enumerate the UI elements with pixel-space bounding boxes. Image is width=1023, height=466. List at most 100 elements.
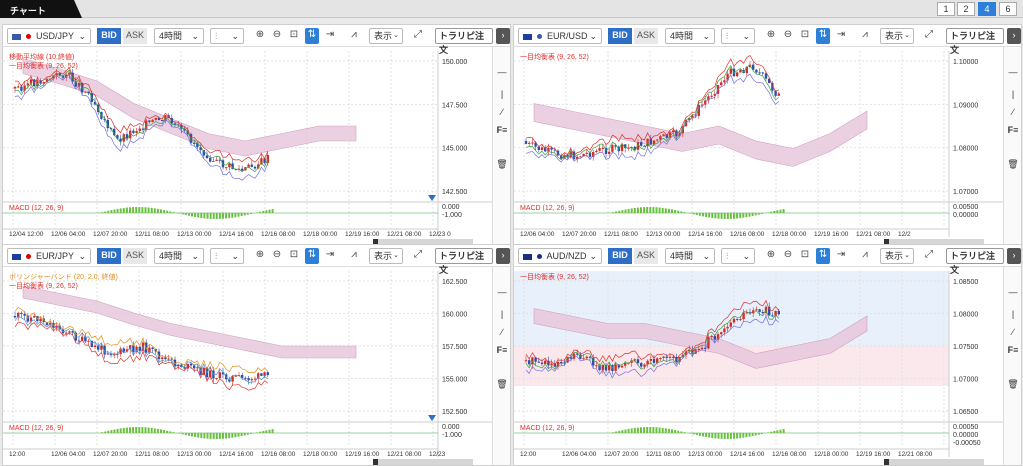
vertical-line-icon[interactable]: |: [1011, 89, 1015, 99]
zoom-in-icon[interactable]: ⊕: [255, 249, 265, 260]
trend-line-icon[interactable]: ∕: [501, 327, 503, 337]
fibonacci-icon[interactable]: F≡: [1007, 345, 1019, 355]
vertical-line-icon[interactable]: |: [1011, 309, 1015, 319]
order-button[interactable]: トラリピ注文: [946, 28, 1004, 55]
indicator-icon[interactable]: ⩘: [862, 249, 868, 260]
minus-icon[interactable]: —: [1008, 67, 1018, 77]
zoom-in-icon[interactable]: ⊕: [766, 249, 776, 260]
vertical-line-icon[interactable]: |: [500, 309, 504, 319]
trash-icon[interactable]: 🗑: [496, 379, 508, 389]
scrollbar-thumb[interactable]: [884, 239, 889, 245]
timeframe-select[interactable]: 4時間 ⌄: [154, 28, 204, 44]
display-select[interactable]: 表示 ⌄: [880, 248, 914, 264]
timeframe-select[interactable]: 4時間 ⌄: [154, 248, 204, 264]
expand-icon[interactable]: ⤢: [925, 249, 933, 260]
trash-icon[interactable]: 🗑: [496, 159, 508, 169]
minus-icon[interactable]: —: [497, 287, 507, 297]
order-button[interactable]: トラリピ注文: [435, 28, 493, 55]
chart-area[interactable]: 1.10000 1.09000 1.08000 1.07000 一目均衡表 (9, 26…: [514, 47, 1004, 246]
expand-icon[interactable]: ⤢: [414, 249, 422, 260]
ask-button[interactable]: ASK: [634, 248, 658, 264]
jump-latest-icon[interactable]: ⇥: [325, 249, 335, 260]
bid-button[interactable]: BID: [608, 28, 632, 44]
indicator-icon[interactable]: ⩘: [862, 29, 868, 40]
order-button[interactable]: トラリピ注文: [946, 248, 1004, 275]
pair-select[interactable]: EUR/JPY ⌄: [7, 248, 91, 264]
chart-type-select[interactable]: ⫶ ⌄: [721, 28, 755, 44]
trend-line-icon[interactable]: ∕: [1012, 327, 1014, 337]
fit-screen-icon[interactable]: ⊡: [289, 29, 299, 40]
page-button-6[interactable]: 6: [999, 2, 1017, 16]
bid-button[interactable]: BID: [97, 28, 121, 44]
zoom-out-icon[interactable]: ⊖: [272, 29, 282, 40]
display-select[interactable]: 表示 ⌄: [880, 28, 914, 44]
timeframe-select[interactable]: 4時間 ⌄: [665, 28, 715, 44]
scrollbar-thumb[interactable]: [884, 459, 889, 465]
price-scale-icon[interactable]: ⇅: [816, 248, 830, 264]
minus-icon[interactable]: —: [497, 67, 507, 77]
fibonacci-icon[interactable]: F≡: [1007, 125, 1019, 135]
ask-button[interactable]: ASK: [123, 28, 147, 44]
chart-area[interactable]: 1.08500 1.08000 1.07500 1.07000 1.06500 一目均衡表…: [514, 267, 1004, 466]
jump-latest-icon[interactable]: ⇥: [836, 29, 846, 40]
price-scale-icon[interactable]: ⇅: [305, 28, 319, 44]
zoom-out-icon[interactable]: ⊖: [272, 249, 282, 260]
zoom-in-icon[interactable]: ⊕: [766, 29, 776, 40]
price-scale-icon[interactable]: ⇅: [305, 248, 319, 264]
jump-latest-icon[interactable]: ⇥: [836, 249, 846, 260]
minus-icon[interactable]: —: [1008, 287, 1018, 297]
indicator-icon[interactable]: ⩘: [351, 249, 357, 260]
chart-type-select[interactable]: ⫶ ⌄: [721, 248, 755, 264]
chart-type-select[interactable]: ⫶ ⌄: [210, 248, 244, 264]
page-button-4[interactable]: 4: [978, 2, 996, 16]
pair-select[interactable]: EUR/USD ⌄: [518, 28, 602, 44]
ask-button[interactable]: ASK: [123, 248, 147, 264]
fit-screen-icon[interactable]: ⊡: [800, 29, 810, 40]
scrollbar-track[interactable]: [884, 239, 984, 245]
zoom-out-icon[interactable]: ⊖: [783, 29, 793, 40]
expand-icon[interactable]: ⤢: [925, 29, 933, 40]
chevron-right-icon[interactable]: ›: [1007, 28, 1021, 44]
scrollbar-track[interactable]: [373, 239, 473, 245]
order-button[interactable]: トラリピ注文: [435, 248, 493, 275]
timeframe-select[interactable]: 4時間 ⌄: [665, 248, 715, 264]
expand-icon[interactable]: ⤢: [414, 29, 422, 40]
trash-icon[interactable]: 🗑: [1007, 379, 1019, 389]
zoom-out-icon[interactable]: ⊖: [783, 249, 793, 260]
page-button-1[interactable]: 1: [937, 2, 955, 16]
indicator-icon[interactable]: ⩘: [351, 29, 357, 40]
zoom-in-icon[interactable]: ⊕: [255, 29, 265, 40]
fit-screen-icon[interactable]: ⊡: [800, 249, 810, 260]
price-scale-icon[interactable]: ⇅: [816, 28, 830, 44]
trend-line-icon[interactable]: ∕: [501, 107, 503, 117]
pair-select[interactable]: USD/JPY ⌄: [7, 28, 91, 44]
jump-latest-icon[interactable]: ⇥: [325, 29, 335, 40]
chevron-right-icon[interactable]: ›: [1007, 248, 1021, 264]
trash-icon[interactable]: 🗑: [1007, 159, 1019, 169]
chart-type-select[interactable]: ⫶ ⌄: [210, 28, 244, 44]
fibonacci-icon[interactable]: F≡: [496, 125, 508, 135]
scrollbar-thumb[interactable]: [373, 239, 378, 245]
ask-button[interactable]: ASK: [634, 28, 658, 44]
trend-line-icon[interactable]: ∕: [1012, 107, 1014, 117]
display-select[interactable]: 表示 ⌄: [369, 28, 403, 44]
scrollbar-thumb[interactable]: [373, 459, 378, 465]
bid-button[interactable]: BID: [608, 248, 632, 264]
display-select[interactable]: 表示 ⌄: [369, 248, 403, 264]
time-tick-label: 12/16 08:00: [730, 231, 765, 238]
scrollbar-track[interactable]: [373, 459, 473, 465]
price-tick-label: 1.07000: [953, 377, 978, 384]
chevron-right-icon[interactable]: ›: [496, 28, 510, 44]
scrollbar-track[interactable]: [884, 459, 984, 465]
chevron-right-icon[interactable]: ›: [496, 248, 510, 264]
chart-area[interactable]: 150.000 147.500 145.000 142.500 移動平均線 (10,終値…: [3, 47, 493, 246]
pair-select[interactable]: AUD/NZD ⌄: [518, 248, 602, 264]
bid-button[interactable]: BID: [97, 248, 121, 264]
tab-chart[interactable]: チャート: [0, 0, 82, 18]
fibonacci-icon[interactable]: F≡: [496, 345, 508, 355]
vertical-line-icon[interactable]: |: [500, 89, 504, 99]
page-button-2[interactable]: 2: [957, 2, 975, 16]
fit-screen-icon[interactable]: ⊡: [289, 249, 299, 260]
chart-area[interactable]: 162.500 160.000 157.500 155.000 152.500 ボリンジャ…: [3, 267, 493, 466]
macd-bar: [720, 213, 723, 219]
